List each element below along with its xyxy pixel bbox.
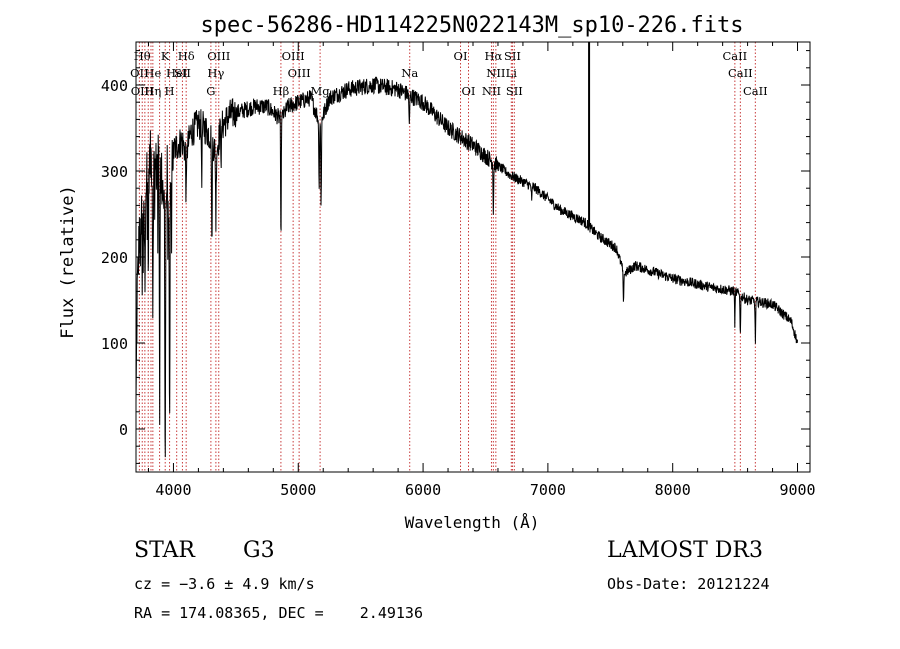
line-label: HeI xyxy=(166,66,187,80)
y-tick-label: 0 xyxy=(119,421,128,439)
line-label: Hδ xyxy=(178,49,195,63)
line-label: K xyxy=(161,49,170,63)
observation-date: Obs-Date: 20121224 xyxy=(607,575,770,593)
line-label: OI xyxy=(454,49,468,63)
line-label: OI xyxy=(462,84,476,98)
y-tick-label: 100 xyxy=(101,335,128,353)
axis-tick-layer: 4000 5000 6000 7000 8000 9000 0 100 200 300 400 xyxy=(101,42,816,499)
x-tick-label: 8000 xyxy=(655,481,691,499)
x-axis-label: Wavelength (Å) xyxy=(405,513,540,532)
line-label: Na xyxy=(401,66,418,80)
chart-title: spec-56286-HD114225N022143M_sp10-226.fit… xyxy=(200,13,743,38)
line-label: CaII xyxy=(722,49,747,63)
x-tick-label: 6000 xyxy=(405,481,441,499)
y-tick-label: 200 xyxy=(101,249,128,267)
line-label: H xyxy=(165,84,175,98)
redshift-value: cz = −3.6 ± 4.9 km/s xyxy=(134,575,315,593)
line-label: Hβ xyxy=(273,84,290,98)
x-tick-label: 9000 xyxy=(779,481,815,499)
line-label: Hγ xyxy=(207,66,224,80)
line-label: CaII xyxy=(743,84,768,98)
y-tick-label: 300 xyxy=(101,163,128,181)
line-label: Hη xyxy=(144,84,161,98)
x-tick-label: 7000 xyxy=(530,481,566,499)
line-label: CaII xyxy=(728,66,753,80)
line-label: OIII xyxy=(207,49,230,63)
line-label: SII xyxy=(506,84,523,98)
sky-coordinates: RA = 174.08365, DEC = 2.49136 xyxy=(134,604,423,622)
spectrum-line xyxy=(135,76,798,458)
line-label: OII xyxy=(130,66,149,80)
line-label: Hθ xyxy=(134,49,151,63)
line-label: Hα xyxy=(484,49,502,63)
x-tick-label: 4000 xyxy=(155,481,191,499)
line-label: SII xyxy=(504,49,521,63)
line-label: NII xyxy=(486,66,505,80)
line-label: NII xyxy=(482,84,501,98)
line-label: OIII xyxy=(282,49,305,63)
line-label: OIII xyxy=(288,66,311,80)
line-label: He xyxy=(144,66,161,80)
line-label: Mg xyxy=(311,84,331,98)
y-axis-label: Flux (relative) xyxy=(58,185,78,339)
plot-frame xyxy=(135,41,811,473)
spectral-subclass: G3 xyxy=(243,538,275,563)
line-label: SII xyxy=(174,66,191,80)
object-class: STAR xyxy=(134,538,195,563)
survey-name: LAMOST DR3 xyxy=(607,538,763,563)
y-tick-label: 400 xyxy=(101,77,128,95)
x-tick-label: 5000 xyxy=(280,481,316,499)
line-label: G xyxy=(206,84,215,98)
line-label: Li xyxy=(506,66,518,80)
